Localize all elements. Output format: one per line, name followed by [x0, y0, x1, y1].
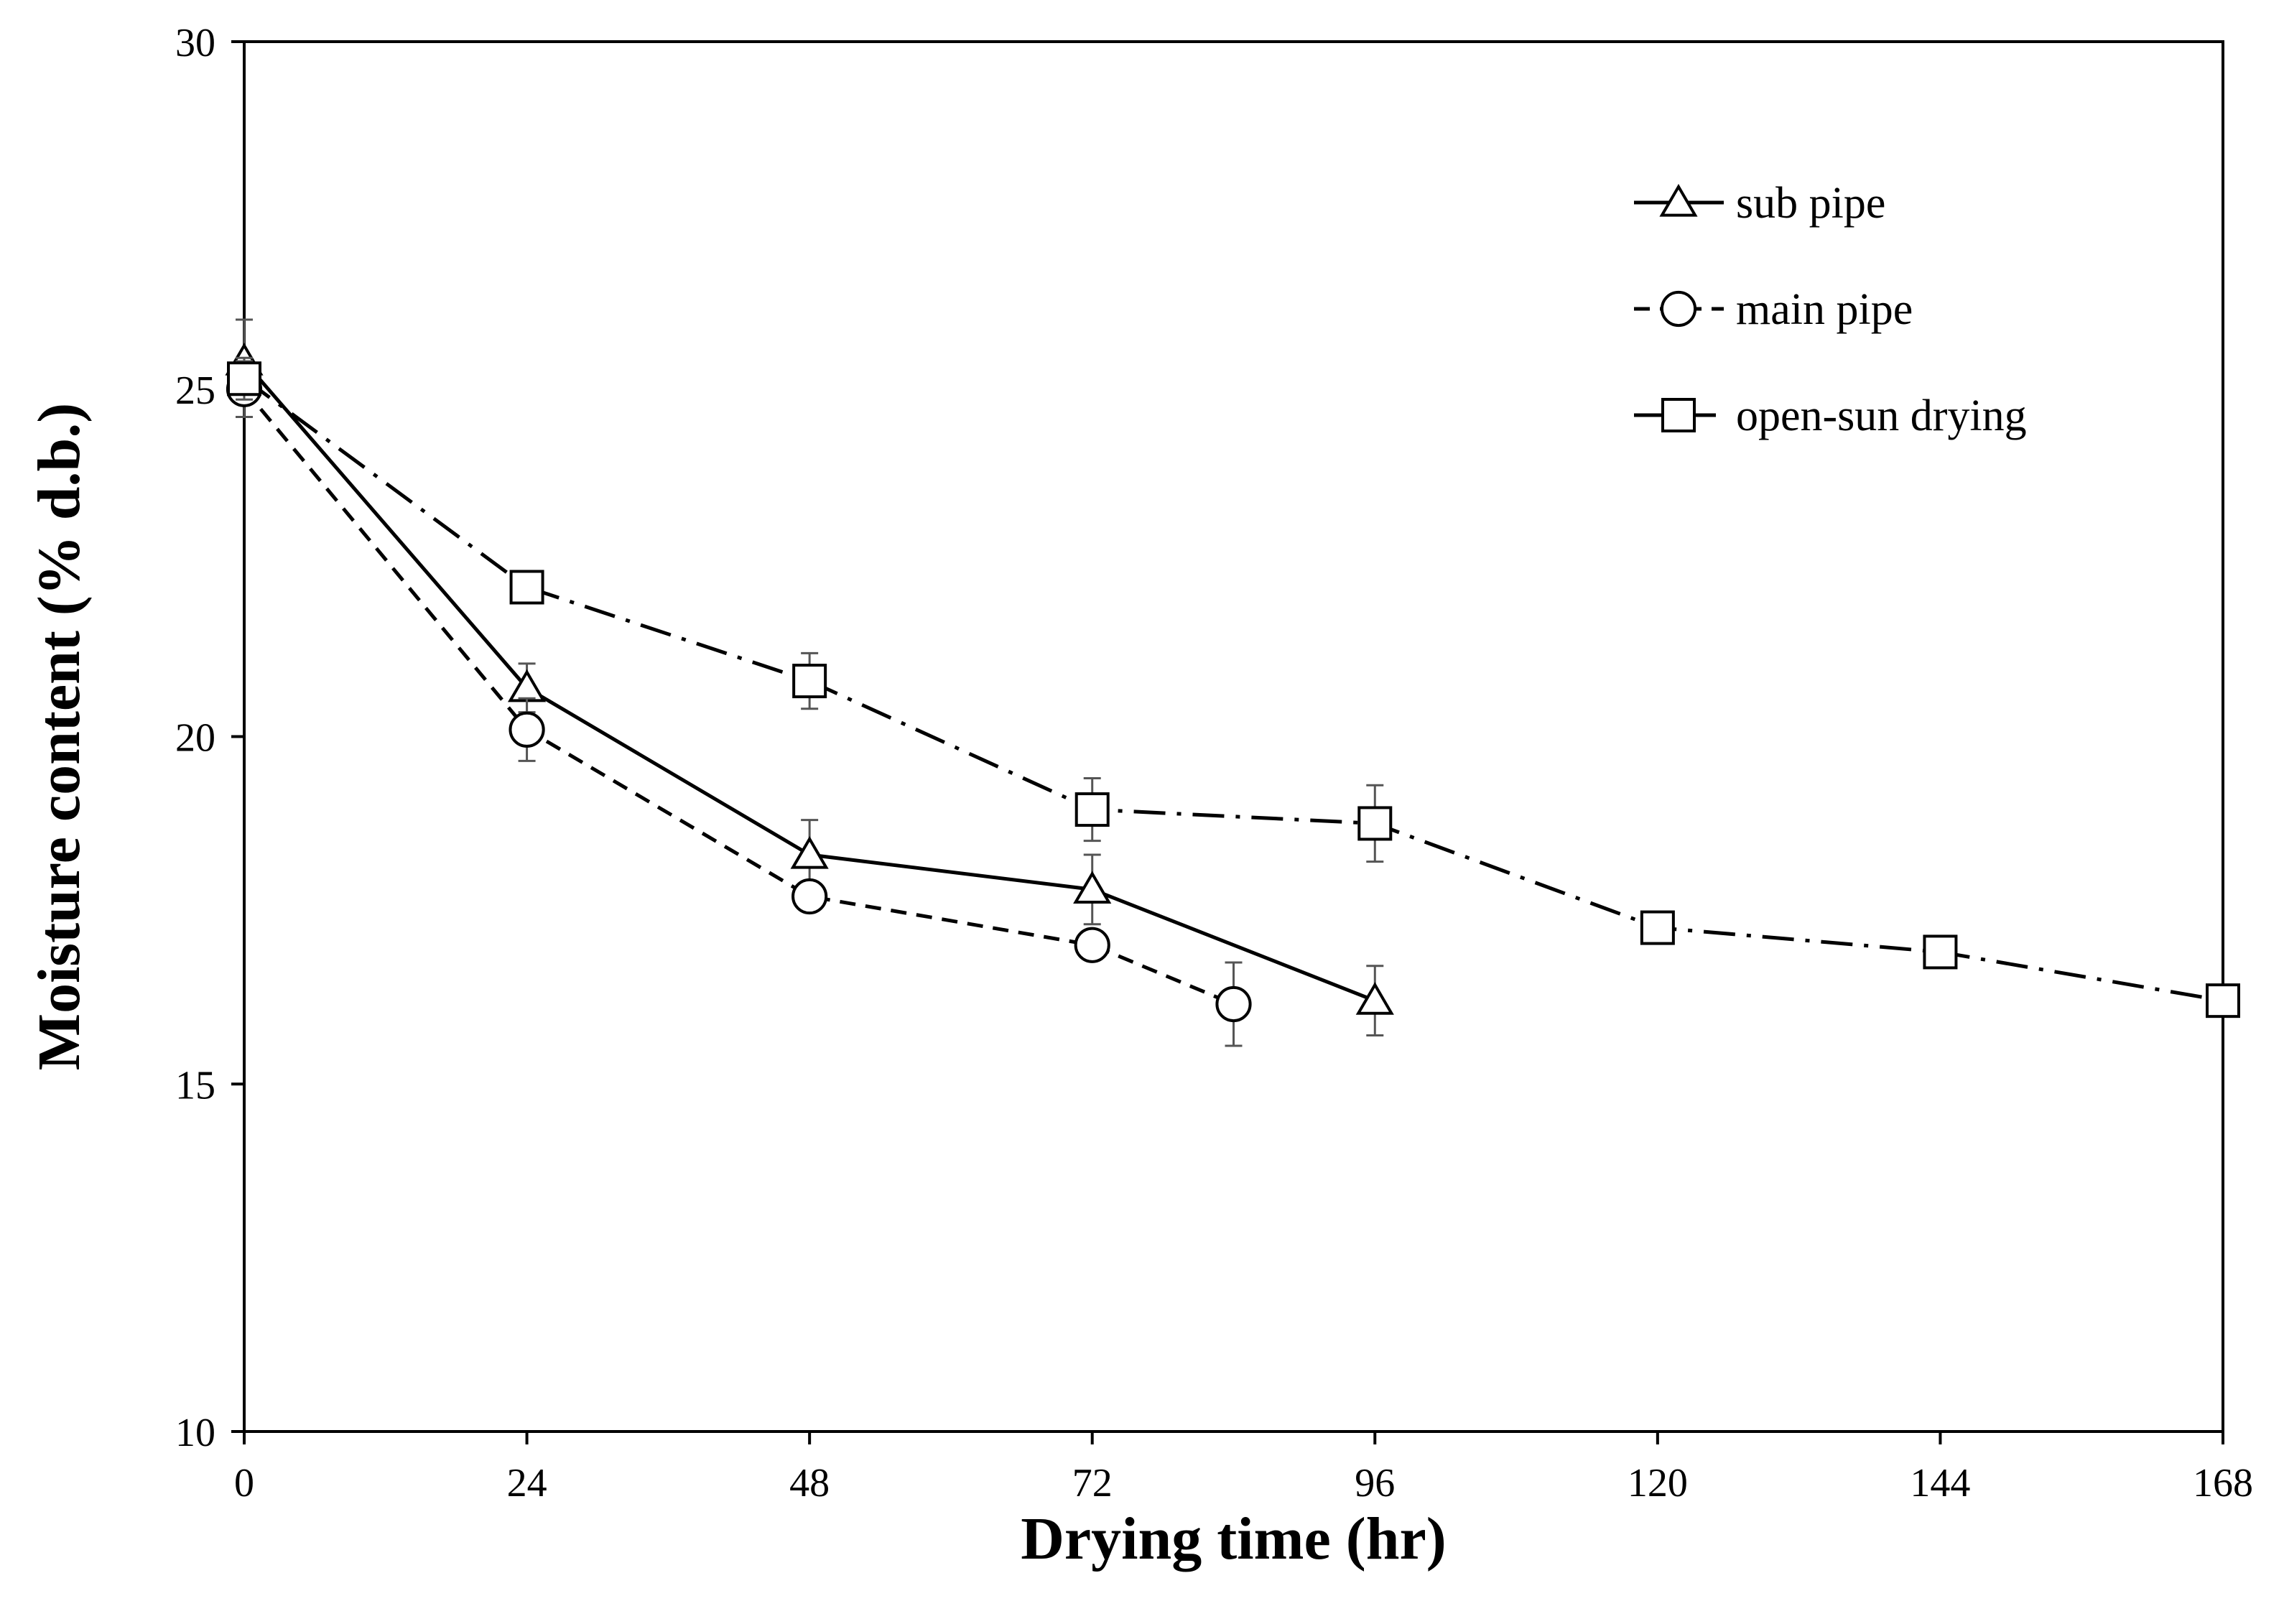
- series-layer: [225, 318, 2240, 1047]
- legend-label: open-sun drying: [1736, 391, 2027, 440]
- legend-label: sub pipe: [1736, 179, 1885, 228]
- x-tick-label: 96: [1355, 1461, 1395, 1505]
- legend: sub pipe main pipe open-sun drying: [1634, 179, 2027, 440]
- series-main-pipe: [226, 360, 1252, 1047]
- data-point: [1074, 792, 1110, 827]
- data-point: [1357, 806, 1393, 841]
- legend-label: main pipe: [1736, 285, 1913, 334]
- x-tick-label: 168: [2193, 1461, 2253, 1505]
- data-point: [791, 878, 828, 915]
- legend-marker: [1659, 184, 1698, 217]
- x-tick-label: 0: [234, 1461, 254, 1505]
- data-point: [2206, 983, 2240, 1019]
- legend-marker: [1661, 398, 1696, 432]
- y-axis-title: Moisture content (% d.b.): [26, 403, 93, 1070]
- series-line: [243, 388, 1235, 1006]
- data-point: [1073, 871, 1112, 904]
- legend-marker: [1660, 290, 1697, 328]
- data-point: [227, 361, 261, 396]
- data-point: [790, 836, 829, 869]
- x-tick-label: 144: [1910, 1461, 1970, 1505]
- data-point: [1640, 910, 1675, 945]
- y-tick-label: 20: [175, 716, 215, 761]
- data-point: [1923, 934, 1958, 970]
- x-tick-label: 72: [1072, 1461, 1113, 1505]
- data-point: [509, 570, 544, 605]
- x-tick-label: 48: [789, 1461, 830, 1505]
- x-tick-label: 24: [507, 1461, 547, 1505]
- series-line: [243, 377, 2224, 1003]
- data-point: [1355, 982, 1394, 1015]
- x-axis-title: Drying time (hr): [1021, 1505, 1447, 1572]
- data-point: [1215, 985, 1252, 1023]
- data-point: [509, 711, 545, 748]
- data-point: [792, 664, 827, 699]
- y-tick-label: 30: [175, 21, 215, 65]
- data-point: [1074, 927, 1110, 963]
- x-axis: 0 24 48 72 96 120 144 168: [234, 1432, 2253, 1505]
- y-axis: 10 15 20 25 30: [175, 21, 244, 1455]
- y-tick-label: 15: [175, 1063, 215, 1108]
- x-tick-label: 120: [1628, 1461, 1688, 1505]
- y-tick-label: 25: [175, 368, 215, 413]
- y-tick-label: 10: [175, 1411, 215, 1455]
- series-open-sun-drying: [227, 356, 2240, 1019]
